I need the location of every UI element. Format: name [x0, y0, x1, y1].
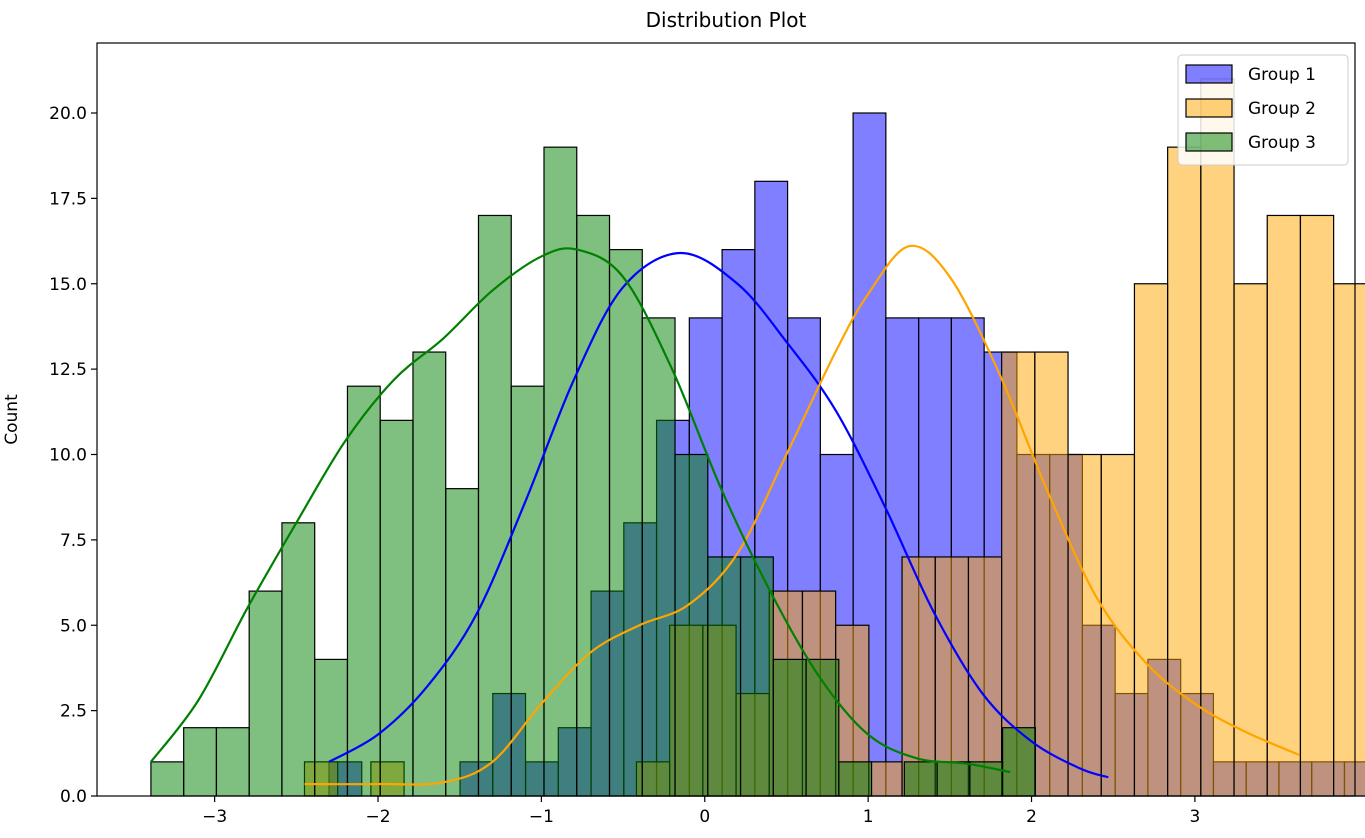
histogram-bar [215, 727, 250, 797]
histogram-bar [477, 214, 512, 797]
histogram-bar [772, 658, 807, 797]
series-1-kde-line [328, 251, 1109, 779]
histogram-bar [936, 761, 971, 797]
chart-title: Distribution Plot [646, 8, 807, 32]
y-tick-label: 0.0 [60, 787, 87, 807]
histogram-bar [183, 727, 218, 797]
axes: −3 −2 −1 0 1 2 3 0.0 2.5 5.0 7.5 10.0 12.5 15.0 17.5 20… [49, 104, 1200, 827]
histogram-bar [641, 317, 676, 797]
plot-frame [96, 42, 1356, 797]
histogram-bar [868, 761, 903, 797]
legend-swatch [1185, 98, 1233, 118]
histogram-bar [739, 556, 774, 797]
histogram-bar [150, 761, 185, 797]
histogram-bar [674, 453, 709, 797]
x-tick-label: 2 [1026, 807, 1037, 827]
histogram-bar [510, 385, 545, 797]
histogram-bars [150, 78, 1365, 797]
x-tick-label: 0 [699, 807, 710, 827]
y-tick-label: 7.5 [60, 531, 87, 551]
histogram-bar [281, 522, 316, 797]
histogram-bar [838, 761, 873, 797]
legend-label: Group 3 [1248, 133, 1316, 153]
y-tick-label: 5.0 [60, 616, 87, 636]
x-tick-label: −1 [529, 807, 554, 827]
y-tick-label: 17.5 [49, 189, 87, 209]
legend-swatch [1185, 64, 1233, 84]
legend-label: Group 2 [1248, 99, 1316, 119]
histogram-bar [1034, 351, 1069, 797]
x-tick-label: 3 [1189, 807, 1200, 827]
kde-curves [150, 244, 1300, 786]
histogram-bar [379, 419, 414, 797]
histogram-bar [1333, 283, 1365, 797]
histogram-bar [1200, 78, 1235, 797]
histogram-bar [1299, 214, 1335, 797]
histogram-bar [543, 146, 578, 797]
y-tick-label: 10.0 [49, 446, 87, 466]
legend-swatch [1185, 132, 1233, 152]
series-2-kde-line [304, 244, 1300, 786]
x-tick-label: −2 [365, 807, 390, 827]
histogram-bar [576, 214, 611, 797]
histogram-bar [1133, 283, 1169, 797]
histogram-bar [445, 488, 480, 797]
histogram-bar [608, 249, 643, 797]
histogram-bar [248, 590, 283, 797]
series-3-kde-line [150, 247, 1011, 774]
histogram-bar [967, 556, 1003, 797]
legend-label: Group 1 [1248, 65, 1316, 85]
y-tick-label: 20.0 [49, 104, 87, 124]
y-tick-label: 2.5 [60, 702, 87, 722]
x-tick-label: −3 [202, 807, 227, 827]
histogram-bar [934, 556, 970, 797]
x-tick-label: 1 [863, 807, 874, 827]
histogram-bar [1100, 453, 1136, 797]
histogram-bar [1167, 146, 1202, 797]
series-3-bars [150, 146, 1036, 797]
y-axis-title: Count [2, 394, 22, 445]
histogram-bar [346, 385, 381, 797]
legend: Group 1 Group 2 Group 3 [1177, 54, 1349, 166]
y-tick-label: 15.0 [49, 275, 87, 295]
histogram-bar [1001, 727, 1036, 797]
histogram-bar [903, 761, 938, 797]
histogram-bar [707, 556, 742, 797]
histogram-bar [412, 351, 447, 797]
y-tick-label: 12.5 [49, 360, 87, 380]
histogram-bar [1067, 453, 1102, 797]
histogram-bar [314, 658, 349, 797]
histogram-bar [1233, 283, 1268, 797]
histogram-bar [1266, 214, 1302, 797]
